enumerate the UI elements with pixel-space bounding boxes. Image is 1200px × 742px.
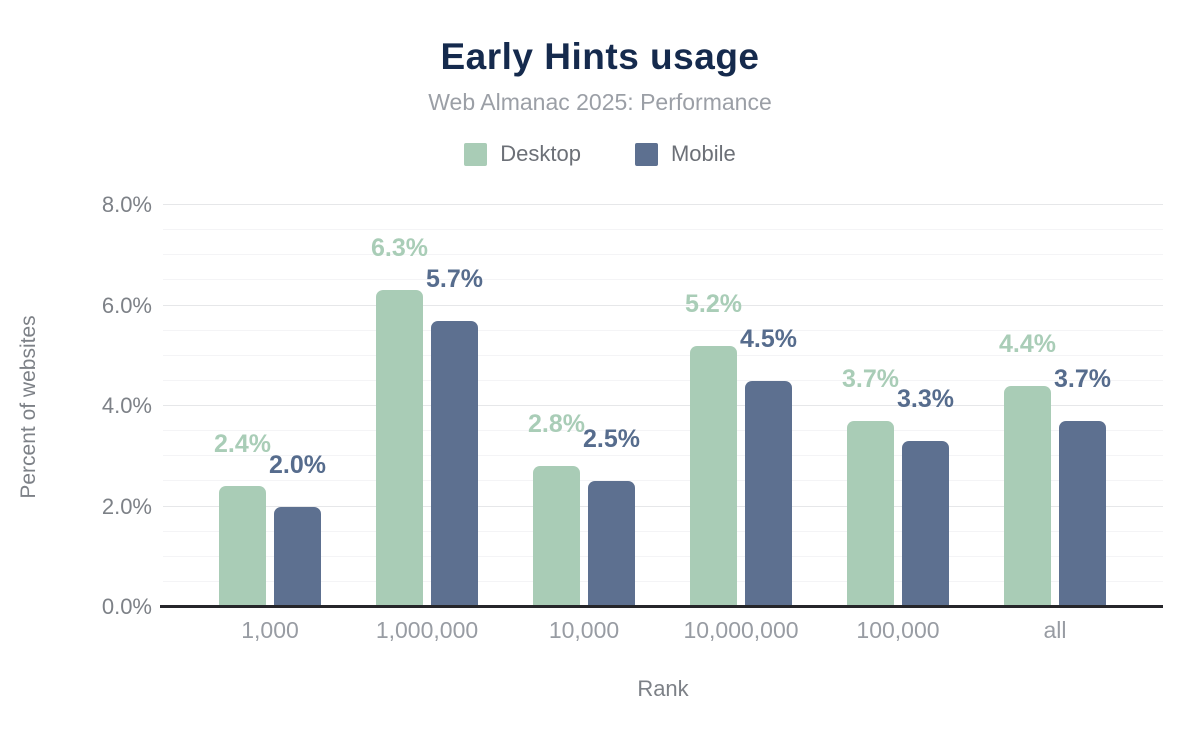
gridline — [163, 254, 1163, 256]
x-tick-100000: 100,000 — [856, 617, 940, 643]
gridline — [163, 455, 1163, 457]
gridline — [163, 505, 1163, 507]
bar-value-desktop-10000000: 5.2% — [685, 289, 742, 318]
legend-item-mobile: Mobile — [634, 141, 736, 167]
bar-mobile-100000: 3.3% — [897, 386, 954, 607]
y-tick-4.0%: 4.0% — [101, 393, 152, 418]
x-tick-all: all — [1043, 617, 1067, 643]
chart-subtitle: Web Almanac 2025: Performance — [428, 89, 772, 115]
bar-desktop-10000: 2.8% — [528, 411, 585, 607]
x-tick-10000000: 10,000,000 — [683, 617, 799, 643]
y-tick-8.0%: 8.0% — [101, 192, 152, 217]
legend: Desktop Mobile — [0, 141, 1200, 167]
bar-desktop-1000000: 6.3% — [371, 235, 428, 607]
gridline — [163, 405, 1163, 406]
bar-mobile-10000000: 4.5% — [740, 326, 797, 607]
gridline — [163, 354, 1163, 356]
bar-group-10000: 2.8% 2.5% — [506, 205, 663, 607]
bar-mobile-10000: 2.5% — [583, 426, 640, 607]
x-tick-1000000: 1,000,000 — [375, 617, 479, 643]
bar-value-mobile-1000: 2.0% — [269, 450, 326, 479]
bar-desktop-1000: 2.4% — [214, 431, 271, 607]
bar-desktop-10000000: 5.2% — [685, 291, 742, 607]
gridline — [163, 329, 1163, 331]
y-tick-2.0%: 2.0% — [101, 493, 152, 519]
bar-value-mobile-1000000: 5.7% — [426, 264, 483, 293]
bar-value-desktop-10000: 2.8% — [528, 410, 585, 439]
gridline — [163, 480, 1163, 482]
legend-swatch-desktop — [464, 142, 488, 166]
bar-value-mobile-10000: 2.5% — [583, 425, 640, 454]
bar-mobile-all: 3.7% — [1054, 366, 1111, 607]
bar-value-desktop-100000: 3.7% — [842, 365, 899, 394]
x-tick-10000: 10,000 — [548, 617, 620, 643]
x-axis-title: Rank — [637, 676, 689, 701]
legend-label: Mobile — [670, 141, 736, 166]
bar-value-mobile-all: 3.7% — [1054, 365, 1111, 394]
bar-desktop-all: 4.4% — [999, 331, 1056, 607]
gridline — [163, 204, 1163, 205]
bar-group-10000000: 5.2% 4.5% — [663, 205, 820, 607]
bar-group-100000: 3.7% 3.3% — [820, 205, 977, 607]
gridline — [163, 530, 1163, 532]
gridline — [163, 580, 1163, 582]
x-tick-1000: 1,000 — [241, 617, 299, 643]
legend-swatch-mobile — [634, 142, 658, 166]
legend-item-desktop: Desktop — [464, 141, 581, 167]
x-axis-line — [160, 605, 1163, 608]
bar-value-mobile-100000: 3.3% — [897, 385, 954, 414]
bar-mobile-1000: 2.0% — [269, 452, 326, 607]
gridline — [163, 304, 1163, 306]
bar-group-1000000: 6.3% 5.7% — [349, 205, 506, 607]
bar-group-1000: 2.4% 2.0% — [192, 205, 349, 607]
gridline — [163, 555, 1163, 557]
bar-desktop-100000: 3.7% — [842, 366, 899, 607]
gridline — [163, 229, 1163, 231]
gridline — [163, 279, 1163, 281]
bar-value-desktop-1000000: 6.3% — [371, 234, 428, 263]
legend-label: Desktop — [500, 141, 581, 166]
bar-value-desktop-1000: 2.4% — [214, 430, 271, 459]
gridline — [163, 379, 1163, 381]
y-tick-6.0%: 6.0% — [101, 292, 152, 318]
y-tick-0.0%: 0.0% — [101, 594, 152, 619]
bar-group-all: 4.4% 3.7% — [977, 205, 1134, 607]
gridline — [163, 430, 1163, 432]
bar-value-mobile-10000000: 4.5% — [740, 324, 797, 353]
plot-area: 2.4% 2.0% 6.3% 5.7% 2.8% 2.5% 5.2% 4.5% 3.7% 3.3%… — [163, 204, 1163, 607]
bar-mobile-1000000: 5.7% — [426, 266, 483, 607]
bar-value-desktop-all: 4.4% — [999, 329, 1056, 358]
chart-title: Early Hints usage — [440, 36, 760, 77]
